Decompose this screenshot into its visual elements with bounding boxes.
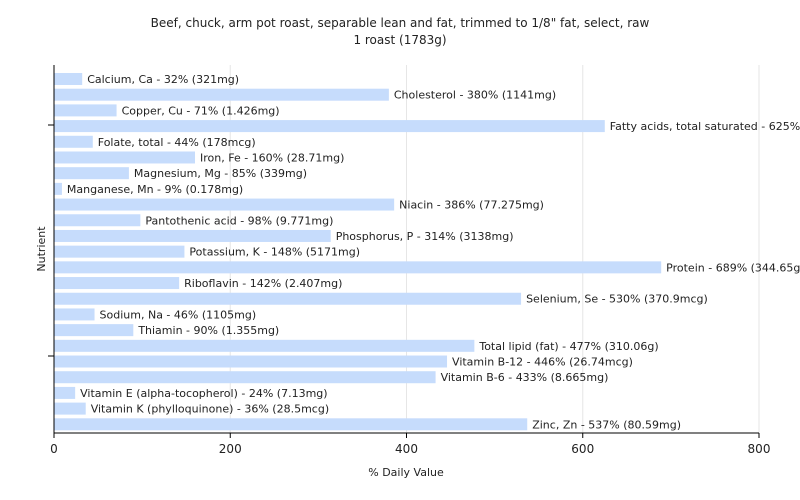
bar-label: Selenium, Se - 530% (370.9mcg) [526,293,708,306]
bar [54,198,395,211]
bar-label: Fatty acids, total saturated - 625% (125… [610,120,800,133]
x-tick-label: 0 [50,442,58,456]
bar-label: Phosphorus, P - 314% (3138mg) [336,230,514,243]
bar [54,308,95,321]
bar-label: Vitamin B-12 - 446% (26.74mcg) [452,356,633,369]
bar-label: Magnesium, Mg - 85% (339mg) [134,167,307,180]
bar-label: Niacin - 386% (77.275mg) [399,199,544,212]
bar [54,245,185,258]
x-tick-label: 400 [395,442,418,456]
bar-label: Calcium, Ca - 32% (321mg) [87,73,239,86]
bar [54,182,62,195]
bar-label: Zinc, Zn - 537% (80.59mg) [532,418,681,431]
bar-label: Sodium, Na - 46% (1105mg) [100,308,257,321]
bar [54,104,117,117]
bar-label: Potassium, K - 148% (5171mg) [189,246,360,259]
bar [54,402,86,415]
bar-label: Vitamin K (phylloquinone) - 36% (28.5mcg… [91,403,329,416]
bars-group: Calcium, Ca - 32% (321mg) Cholesterol - 3… [54,73,800,431]
axes-group: 0 200 400 600 800 [48,65,770,456]
bar [54,73,83,85]
x-tick-label: 200 [219,442,242,456]
bar [54,167,129,180]
bar [54,229,331,242]
bar [54,324,134,337]
bar-label: Vitamin E (alpha-tocopherol) - 24% (7.13… [80,387,327,400]
bar-label: Manganese, Mn - 9% (0.178mg) [67,183,243,196]
bar [54,214,141,227]
bar-label: Copper, Cu - 71% (1.426mg) [122,104,280,117]
bar [54,261,662,274]
bar [54,277,180,290]
bar-label: Thiamin - 90% (1.355mg) [137,324,279,337]
bar-label: Folate, total - 44% (178mcg) [98,136,256,149]
bar [54,120,605,133]
bar [54,386,76,399]
bar [54,339,475,352]
bar-label: Iron, Fe - 160% (28.71mg) [200,151,344,164]
bar-label: Pantothenic acid - 98% (9.771mg) [145,214,333,227]
y-axis-label: Nutrient [35,226,48,272]
bar [54,88,389,101]
chart-subtitle: 1 roast (1783g) [353,33,446,47]
bar-label: Total lipid (fat) - 477% (310.06g) [478,340,658,353]
bar [54,355,448,368]
x-axis-label: % Daily Value [368,466,444,479]
bar [54,292,522,305]
bar-label: Vitamin B-6 - 433% (8.665mg) [441,371,609,384]
bar [54,418,528,431]
chart-title: Beef, chuck, arm pot roast, separable le… [151,16,650,30]
bar-label: Cholesterol - 380% (1141mg) [394,89,556,102]
bar [54,151,195,164]
bar-label: Protein - 689% (344.65g) [666,261,800,274]
bar [54,135,93,148]
bar [54,371,436,384]
bar-label: Riboflavin - 142% (2.407mg) [184,277,342,290]
x-tick-label: 600 [571,442,594,456]
x-tick-label: 800 [748,442,771,456]
